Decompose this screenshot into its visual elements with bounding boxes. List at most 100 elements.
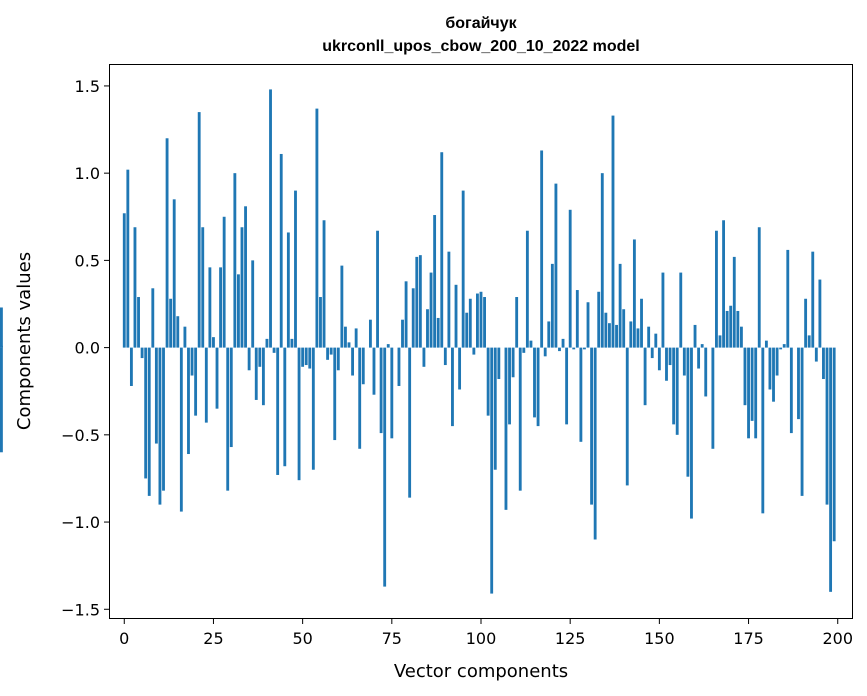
bar-158	[686, 347, 690, 477]
bar-21	[197, 112, 201, 348]
bar-168	[722, 220, 725, 348]
bar-17	[183, 326, 187, 348]
bar-1	[126, 169, 130, 348]
bar-71	[376, 230, 379, 348]
bar-22	[201, 227, 205, 348]
bar-124	[565, 347, 569, 425]
bar-128	[579, 347, 583, 442]
bar-54	[315, 108, 319, 348]
y-tick-label: 1.0	[75, 164, 100, 183]
bar-28	[222, 216, 226, 348]
bar-27	[219, 267, 223, 348]
bars-group	[0, 89, 836, 594]
bar-33	[240, 227, 244, 348]
bar-194	[814, 347, 818, 362]
bar-139	[618, 263, 622, 348]
bar-121	[554, 183, 558, 348]
bar-47	[290, 338, 294, 348]
bar-125	[568, 209, 572, 348]
bar-89	[440, 152, 444, 348]
chart-title: богайчук	[445, 15, 517, 32]
bar-120	[550, 263, 554, 348]
bar-24	[208, 267, 212, 348]
bar-157	[682, 347, 686, 376]
bar-72	[379, 347, 383, 434]
bar-61	[340, 265, 344, 348]
bar-94	[458, 347, 462, 390]
bar-34	[244, 206, 247, 348]
bar-39	[261, 347, 265, 406]
bar-36	[251, 260, 255, 348]
bar-182	[772, 347, 775, 402]
bar-102	[486, 347, 490, 416]
bar-77	[397, 347, 401, 386]
bar-112	[522, 347, 526, 353]
bar-148	[650, 347, 654, 359]
bar-78	[401, 319, 404, 348]
bar-40	[265, 338, 269, 348]
bar-196	[822, 347, 825, 380]
bar-132	[593, 347, 597, 540]
bar-82	[415, 256, 419, 348]
bar-63	[347, 342, 351, 348]
bar-166	[715, 230, 718, 348]
bar-12	[165, 138, 169, 348]
bar-160	[693, 324, 697, 348]
bar-171	[732, 256, 736, 348]
bar-127	[575, 290, 579, 348]
bar-144	[636, 328, 640, 348]
bar-5	[140, 347, 144, 359]
y-axis-label: Components values	[14, 252, 35, 430]
x-tick-label: 25	[203, 629, 223, 648]
bar-138	[615, 324, 618, 348]
bar-undefined	[0, 345, 3, 348]
bar-103	[490, 347, 494, 594]
x-tick-label: 50	[292, 629, 312, 648]
bar-167	[718, 335, 722, 348]
bar-176	[750, 347, 754, 421]
bar-42	[272, 347, 276, 353]
bar-57	[326, 347, 330, 360]
bar-192	[807, 335, 811, 348]
bar-90	[443, 347, 447, 366]
bar-118	[543, 347, 547, 357]
x-tick-label: 200	[822, 629, 853, 648]
y-tick-label: 1.5	[75, 77, 100, 96]
bar-110	[515, 297, 519, 348]
bar-15	[176, 316, 180, 348]
bar-46	[286, 232, 290, 348]
bar-198	[829, 347, 833, 592]
x-tick-label: 175	[733, 629, 764, 648]
bar-156	[679, 272, 683, 348]
bar-32	[237, 274, 240, 348]
x-tick-label: 75	[382, 629, 402, 648]
bar-81	[411, 288, 415, 348]
bar-48	[294, 190, 297, 348]
bar-184	[779, 347, 783, 350]
bar-7	[147, 347, 151, 496]
bar-69	[368, 319, 372, 348]
bar-74	[386, 344, 390, 348]
bar-114	[529, 340, 533, 348]
bar-175	[747, 347, 750, 439]
bar-101	[483, 297, 486, 348]
chart-subtitle: ukrconll_upos_cbow_200_10_2022 model	[322, 38, 639, 55]
bar-52	[308, 347, 312, 369]
bar-49	[297, 347, 301, 481]
bar-151	[661, 272, 665, 348]
bar-100	[479, 291, 483, 348]
bar-73	[383, 347, 387, 587]
bar-185	[782, 344, 786, 348]
bar-136	[608, 323, 611, 348]
bar-11	[162, 347, 165, 491]
bar-83	[418, 255, 422, 348]
bar-62	[344, 326, 347, 348]
bar-146	[643, 347, 647, 406]
bar-174	[743, 347, 747, 406]
bar-59	[333, 347, 337, 441]
bar-122	[558, 347, 561, 352]
plot-frame	[109, 64, 853, 619]
bar-51	[304, 347, 308, 366]
y-tick-label: −1.5	[61, 600, 100, 619]
